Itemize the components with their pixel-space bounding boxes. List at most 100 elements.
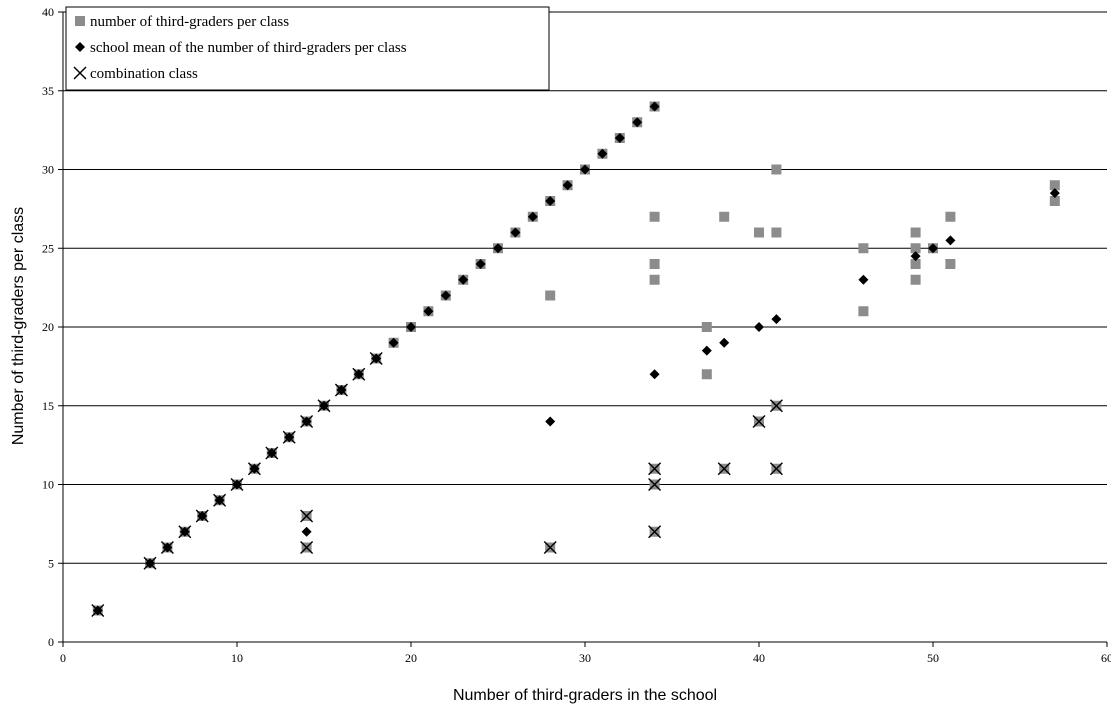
combination-class-point <box>769 399 783 413</box>
school-mean-point <box>580 164 590 175</box>
school-mean-point <box>754 322 764 332</box>
x-stroke <box>334 383 348 397</box>
school-mean-point <box>597 148 608 159</box>
school-mean-point <box>475 259 486 269</box>
x-stroke <box>543 541 557 554</box>
combination-class-point <box>213 493 227 507</box>
school-mean-point <box>458 274 469 285</box>
class-size-point <box>945 211 956 222</box>
x-stroke <box>752 415 766 428</box>
school-mean-point <box>649 101 660 112</box>
combination-class-point <box>265 446 279 460</box>
combination-class-point <box>300 415 314 428</box>
combination-class-point <box>230 478 244 491</box>
school-mean-point <box>858 274 869 285</box>
y-tick-label: 20 <box>42 320 54 334</box>
x-stroke <box>73 66 87 80</box>
legend-square-icon <box>75 16 85 26</box>
combination-class-point <box>352 367 366 381</box>
school-mean-point <box>545 416 556 427</box>
class-size-point <box>701 369 712 380</box>
combination-class-point <box>752 415 766 428</box>
combination-class-point <box>369 352 383 365</box>
school-mean-point <box>301 526 312 537</box>
school-mean-point <box>701 345 712 356</box>
class-size-point <box>649 259 660 269</box>
class-size-point <box>858 306 869 317</box>
y-tick-label: 5 <box>48 556 54 570</box>
y-tick-label: 15 <box>42 399 54 413</box>
combination-class-point <box>178 525 192 539</box>
school-mean-point <box>406 322 416 332</box>
x-stroke <box>648 462 662 476</box>
legend-box <box>65 6 550 91</box>
school-mean-point <box>527 211 538 222</box>
school-mean-point <box>423 306 434 317</box>
school-mean-point <box>545 196 556 206</box>
legend-label: school mean of the number of third-grade… <box>90 40 407 56</box>
school-mean-point <box>440 290 451 301</box>
class-size-point <box>771 227 782 238</box>
class-size-point <box>910 243 921 254</box>
combination-class-point <box>143 556 157 570</box>
legend-x-icon <box>73 66 87 80</box>
x-stroke <box>648 525 662 539</box>
gridlines <box>63 11 1107 564</box>
combination-class-point <box>717 462 731 476</box>
x-tick-label: 10 <box>231 651 243 665</box>
y-tick-label: 35 <box>42 84 54 98</box>
legend: number of third-graders per class school … <box>65 6 550 91</box>
combination-class-point <box>543 541 557 554</box>
legend-diamond-icon <box>75 42 85 52</box>
x-stroke <box>769 462 783 476</box>
x-stroke <box>282 430 296 444</box>
class-size-point <box>754 227 764 238</box>
class-size-point <box>1049 196 1060 206</box>
school-mean-point <box>719 337 730 348</box>
x-axis-title: Number of third-graders in the school <box>453 687 717 704</box>
school-mean-point <box>649 369 660 380</box>
x-stroke <box>648 478 662 491</box>
school-mean-point <box>562 180 573 191</box>
x-tick-label: 30 <box>579 651 591 665</box>
combination-class-point <box>160 541 174 554</box>
combination-class-point <box>317 399 331 413</box>
y-axis-title: Number of third-graders per class <box>10 207 27 445</box>
x-stroke <box>160 541 174 554</box>
class-size-point <box>719 211 730 222</box>
class-size-point <box>910 227 921 238</box>
school-mean-point <box>771 314 782 325</box>
x-stroke <box>213 493 227 507</box>
data-points <box>91 101 1060 617</box>
school-mean-point <box>1049 188 1060 199</box>
axes <box>58 11 1108 647</box>
class-size-point <box>649 274 660 285</box>
school-mean-point <box>928 243 938 254</box>
combination-class-point <box>300 541 314 554</box>
school-mean-point <box>632 117 643 128</box>
school-mean-point <box>493 243 503 254</box>
legend-item-class-size: number of third-graders per class <box>75 14 289 30</box>
x-stroke <box>300 541 314 554</box>
combination-class-point <box>648 525 662 539</box>
combination-class-point <box>648 478 662 491</box>
x-stroke <box>91 604 105 617</box>
school-mean-point <box>910 251 921 262</box>
school-mean-point <box>614 133 625 143</box>
y-tick-label: 25 <box>42 241 54 255</box>
x-stroke <box>143 556 157 570</box>
school-mean-point <box>510 227 521 238</box>
combination-class-point <box>300 509 314 523</box>
x-stroke <box>230 478 244 491</box>
combination-class-point <box>282 430 296 444</box>
legend-label: number of third-graders per class <box>90 14 289 30</box>
x-tick-label: 50 <box>927 651 939 665</box>
x-stroke <box>195 509 209 523</box>
combination-class-point <box>247 462 261 476</box>
legend-item-combination-class: combination class <box>73 66 198 82</box>
combination-class-point <box>648 462 662 476</box>
legend-label: combination class <box>90 66 198 82</box>
legend-item-school-mean: school mean of the number of third-grade… <box>75 40 407 56</box>
x-stroke <box>317 399 331 413</box>
